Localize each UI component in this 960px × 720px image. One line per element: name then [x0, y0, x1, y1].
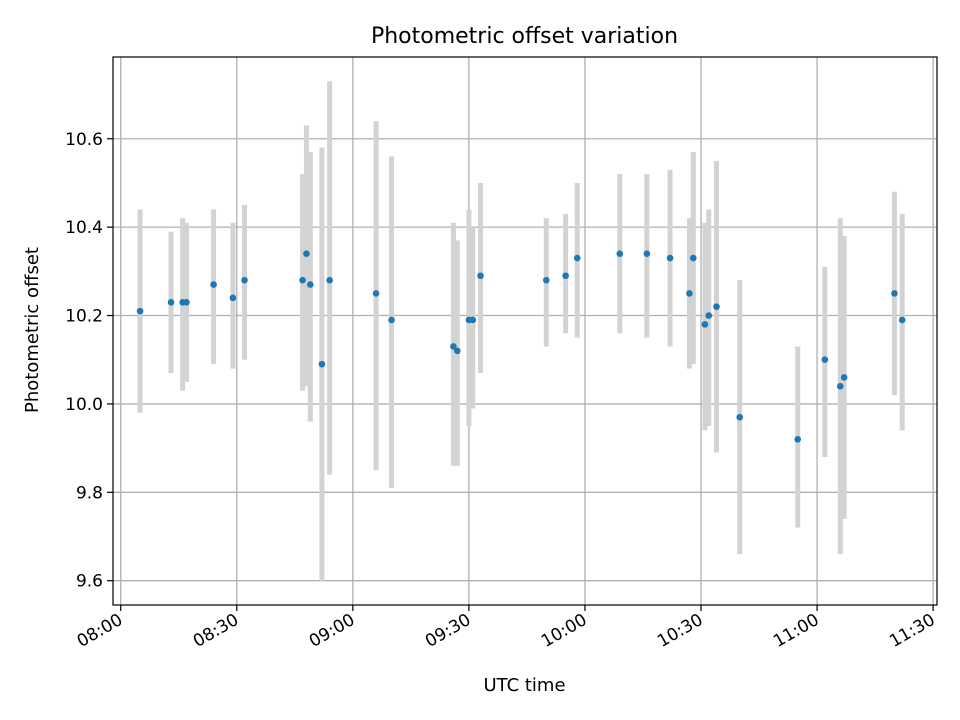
data-point	[241, 276, 248, 284]
y-axis-ticks: 9.6 9.8 10.0 10.2 10.4 10.6	[65, 130, 113, 592]
data-point	[167, 298, 175, 306]
y-tick-label: 10.2	[65, 307, 103, 327]
data-point	[701, 321, 709, 328]
y-tick-label: 10.6	[65, 130, 103, 150]
data-point	[573, 254, 581, 262]
x-tick-label: 09:30	[422, 610, 474, 652]
data-point	[840, 374, 848, 381]
y-tick-label: 10.4	[65, 218, 103, 238]
data-point	[562, 272, 569, 280]
data-point	[689, 254, 697, 262]
x-axis-label: UTC time	[483, 675, 565, 696]
grid	[113, 57, 937, 605]
data-point	[326, 276, 333, 284]
y-tick-label: 9.8	[76, 483, 103, 503]
x-tick-label: 08:30	[190, 610, 242, 652]
y-tick-label: 9.6	[76, 572, 103, 592]
data-point	[210, 281, 217, 288]
data-point	[136, 307, 144, 315]
chart-title: Photometric offset variation	[371, 24, 678, 49]
data-point	[616, 250, 624, 257]
data-point	[306, 281, 314, 288]
x-tick-label: 10:30	[654, 610, 706, 652]
y-tick-label: 10.0	[65, 395, 103, 415]
data-point	[388, 316, 395, 324]
y-axis-label: Photometric offset	[22, 247, 43, 413]
data-point	[666, 254, 674, 262]
data-point	[318, 360, 326, 368]
data-point	[686, 290, 693, 297]
data-points	[136, 250, 906, 443]
data-point	[372, 290, 380, 297]
error-bars	[137, 81, 905, 581]
data-point	[183, 298, 190, 306]
data-point	[898, 316, 906, 324]
data-point	[469, 316, 477, 324]
x-tick-label: 11:30	[886, 610, 938, 652]
data-point	[454, 347, 461, 355]
data-point	[542, 276, 550, 284]
data-point	[836, 382, 844, 390]
x-tick-label: 08:00	[74, 610, 126, 652]
data-point	[713, 303, 720, 310]
data-point	[705, 312, 713, 319]
x-tick-label: 10:00	[538, 610, 590, 652]
plot-frame	[112, 56, 938, 606]
data-point	[736, 413, 744, 421]
x-tick-label: 11:00	[770, 610, 822, 652]
data-point	[477, 272, 484, 280]
data-point	[794, 435, 802, 443]
data-point	[299, 276, 306, 284]
data-point	[450, 343, 457, 350]
data-point	[303, 250, 310, 257]
data-point	[643, 250, 651, 257]
data-point	[891, 290, 898, 297]
data-point	[229, 294, 237, 302]
x-tick-label: 09:00	[306, 610, 358, 652]
data-point	[821, 356, 829, 364]
x-axis-ticks: 08:00 08:30 09:00 09:30 10:00 10:30 11:00 11:30	[74, 605, 939, 652]
